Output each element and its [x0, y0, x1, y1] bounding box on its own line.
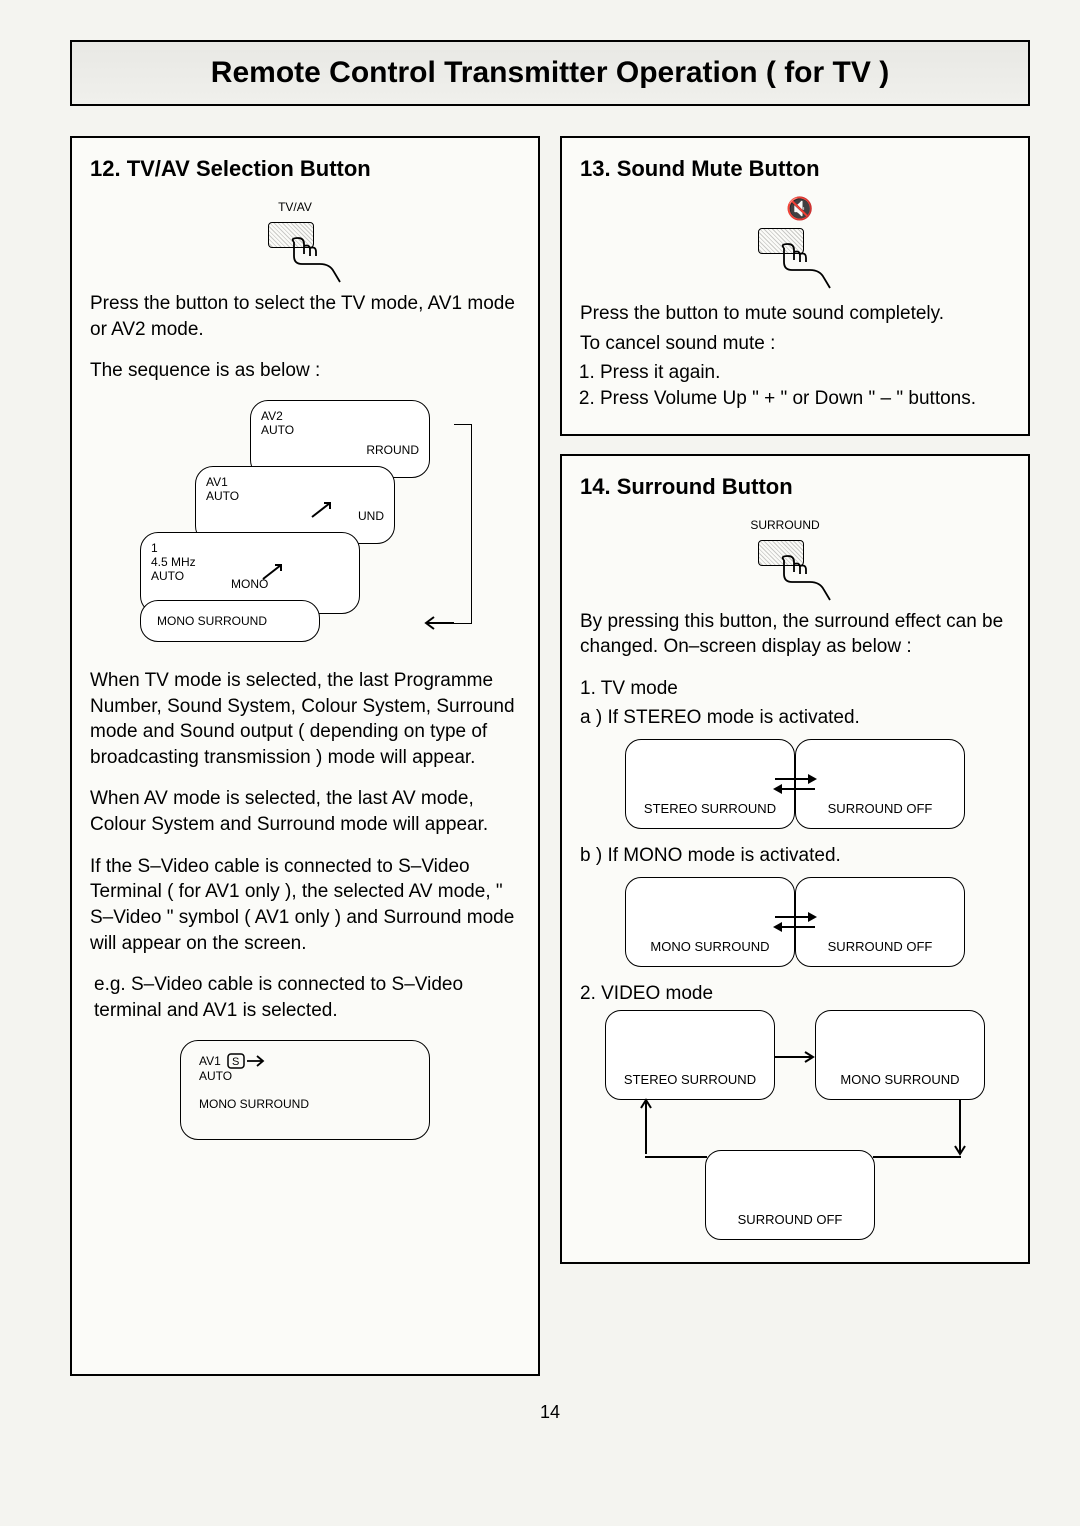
sec13-p2: To cancel sound mute : [580, 331, 1010, 357]
section-12-panel: 12. TV/AV Selection Button TV/AV Press t… [70, 136, 540, 1376]
cascade-loop-line [454, 424, 472, 624]
sec14-mode1: 1. TV mode [580, 676, 1010, 702]
tvav-button-label: TV/AV [260, 200, 330, 214]
hand-press-icon [286, 236, 346, 286]
cycle-arrow-icon [773, 1050, 817, 1064]
sec14-intro: By pressing this button, the surround ef… [580, 609, 1010, 660]
sec12-p-svid: If the S–Video cable is connected to S–V… [90, 854, 520, 957]
sec12-p-eg: e.g. S–Video cable is connected to S–Vid… [94, 972, 520, 1023]
sv-l1: AV1 [199, 1054, 221, 1068]
svideo-symbol-icon: S [227, 1053, 267, 1069]
m1bR: SURROUND OFF [828, 939, 933, 954]
sec14-mode1a: a ) If STEREO mode is activated. [580, 705, 1010, 731]
scB-r: UND [358, 509, 384, 523]
section-13-panel: 13. Sound Mute Button 🔇 Press the button… [560, 136, 1030, 436]
tvav-button-graphic: TV/AV [90, 196, 520, 291]
left-column: 12. TV/AV Selection Button TV/AV Press t… [70, 136, 540, 1394]
cycle-arrow-icon [953, 1098, 967, 1158]
cycle-line [873, 1156, 961, 1158]
surround-button-label: SURROUND [750, 518, 820, 532]
sec12-p-av: When AV mode is selected, the last AV mo… [90, 786, 520, 837]
sec13-p1: Press the button to mute sound completel… [580, 301, 1010, 327]
page-title-bar: Remote Control Transmitter Operation ( f… [70, 40, 1030, 106]
sv-l3: MONO SURROUND [199, 1097, 411, 1111]
cascade-screen-mono: MONO SURROUND [140, 600, 320, 642]
arrow-icon [261, 561, 287, 581]
cycle-line [645, 1156, 707, 1158]
m2B: MONO SURROUND [840, 1072, 959, 1087]
sec14-mode2: 2. VIDEO mode [580, 981, 1010, 1007]
right-column: 13. Sound Mute Button 🔇 Press the button… [560, 136, 1030, 1394]
scC-l1: 1 [151, 541, 349, 555]
m2C: SURROUND OFF [738, 1212, 843, 1227]
loop-arrow-icon [422, 614, 456, 632]
cancel-mute-steps: Press it again. Press Volume Up " + " or… [600, 360, 1010, 411]
screen-mono-surround: MONO SURROUND [625, 877, 795, 967]
svideo-example-screen: AV1 S AUTO MONO SURROUND [180, 1040, 430, 1140]
columns: 12. TV/AV Selection Button TV/AV Press t… [70, 136, 1030, 1394]
video-mode-cycle: STEREO SURROUND MONO SURROUND SURROUND O… [605, 1010, 985, 1240]
sec12-seq-lead: The sequence is as below : [90, 358, 520, 384]
toggle-arrow-icon [775, 772, 815, 796]
m2A: STEREO SURROUND [624, 1072, 756, 1087]
screen-video-stereo: STEREO SURROUND [605, 1010, 775, 1100]
scB-l2: AUTO [206, 489, 384, 503]
mute-icon: 🔇 [786, 196, 813, 222]
page-title: Remote Control Transmitter Operation ( f… [211, 56, 889, 89]
page-number: 14 [70, 1402, 1030, 1423]
sec14-mode1b: b ) If MONO mode is activated. [580, 843, 1010, 869]
m1bL: MONO SURROUND [650, 939, 769, 954]
scA-l1: AV2 [261, 409, 419, 423]
scD-t: MONO SURROUND [157, 614, 267, 628]
section-14-heading: 14. Surround Button [580, 474, 1010, 500]
mute-button-graphic: 🔇 [580, 196, 1010, 301]
m1aL: STEREO SURROUND [644, 801, 776, 816]
svg-text:S: S [232, 1056, 239, 1068]
mono-toggle-pair: MONO SURROUND SURROUND OFF [580, 877, 1010, 967]
screen-video-mono: MONO SURROUND [815, 1010, 985, 1100]
screen-video-off: SURROUND OFF [705, 1150, 875, 1240]
screen-surround-off: SURROUND OFF [795, 739, 965, 829]
scC-l2: 4.5 MHz [151, 555, 349, 569]
cancel-step-1: Press it again. [600, 360, 1010, 386]
cancel-step-2: Press Volume Up " + " or Down " – " butt… [600, 386, 1010, 412]
stereo-toggle-pair: STEREO SURROUND SURROUND OFF [580, 739, 1010, 829]
cycle-arrow-icon [639, 1098, 653, 1158]
screen-stereo-surround: STEREO SURROUND [625, 739, 795, 829]
screen-surround-off: SURROUND OFF [795, 877, 965, 967]
surround-button-graphic: SURROUND [580, 514, 1010, 609]
toggle-arrow-icon [775, 910, 815, 934]
scB-l1: AV1 [206, 475, 384, 489]
scA-r: RROUND [366, 443, 419, 457]
sec12-intro: Press the button to select the TV mode, … [90, 291, 520, 342]
section-12-heading: 12. TV/AV Selection Button [90, 156, 520, 182]
arrow-icon [310, 499, 336, 519]
scA-l2: AUTO [261, 423, 419, 437]
section-13-heading: 13. Sound Mute Button [580, 156, 1010, 182]
sec12-p-tv: When TV mode is selected, the last Progr… [90, 668, 520, 771]
sequence-cascade: AV2 AUTO RROUND AV1 AUTO UND 1 4.5 MHz A… [140, 400, 470, 650]
hand-press-icon [776, 554, 836, 604]
section-14-panel: 14. Surround Button SURROUND By pressing… [560, 454, 1030, 1265]
m1aR: SURROUND OFF [828, 801, 933, 816]
sv-l2: AUTO [199, 1069, 411, 1083]
hand-press-icon [776, 242, 836, 292]
